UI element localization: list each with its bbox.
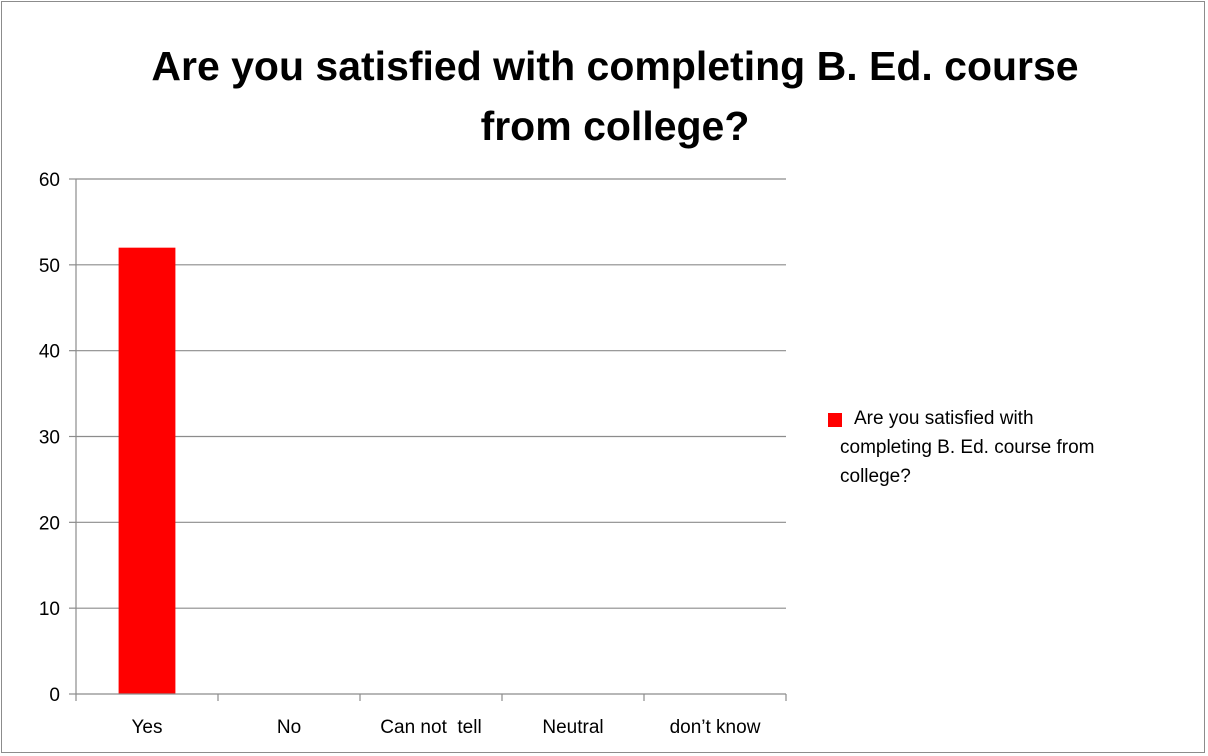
bars [118,247,176,694]
legend: Are you satisfied with completing B. Ed.… [828,404,1198,491]
bar-0 [118,247,176,694]
chart-title: Are you satisfied with completing B. Ed.… [0,36,1208,156]
gridlines [76,178,786,609]
y-tick-label-40: 40 [39,342,60,363]
legend-label-line-3: college? [840,466,911,487]
chart-title-line-2: from college? [480,103,750,149]
x-tick-label-0: Yes [132,717,163,738]
legend-label: Are you satisfied with completing B. Ed.… [840,404,1198,491]
y-tick-label-10: 10 [39,599,60,620]
legend-label-line-2: completing B. Ed. course from [840,437,1095,458]
chart-title-line-1: Are you satisfied with completing B. Ed.… [151,43,1079,89]
y-tick-label-30: 30 [39,428,60,449]
x-tick-label-3: Neutral [542,717,603,738]
legend-swatch [828,413,842,427]
x-tick-label-4: don’t know [670,717,761,738]
y-tick-label-0: 0 [49,685,60,706]
x-tick-label-2: Can not tell [380,717,481,738]
legend-label-line-1: Are you satisfied with [854,408,1034,429]
y-axis-tick-labels: 0 10 20 30 40 50 60 [39,170,60,706]
y-tick-label-20: 20 [39,513,60,534]
axes [69,178,787,701]
x-axis-tick-labels: Yes No Can not tell Neutral don’t know [132,717,761,738]
y-tick-label-60: 60 [39,170,60,191]
y-tick-label-50: 50 [39,256,60,277]
x-tick-label-1: No [277,717,301,738]
